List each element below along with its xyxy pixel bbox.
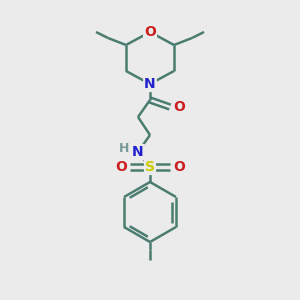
Text: O: O <box>173 160 185 174</box>
Text: O: O <box>173 100 185 114</box>
Text: N: N <box>132 145 144 159</box>
Text: O: O <box>144 25 156 39</box>
Text: O: O <box>115 160 127 174</box>
Text: S: S <box>145 160 155 174</box>
Text: H: H <box>119 142 129 154</box>
Text: N: N <box>144 77 156 91</box>
